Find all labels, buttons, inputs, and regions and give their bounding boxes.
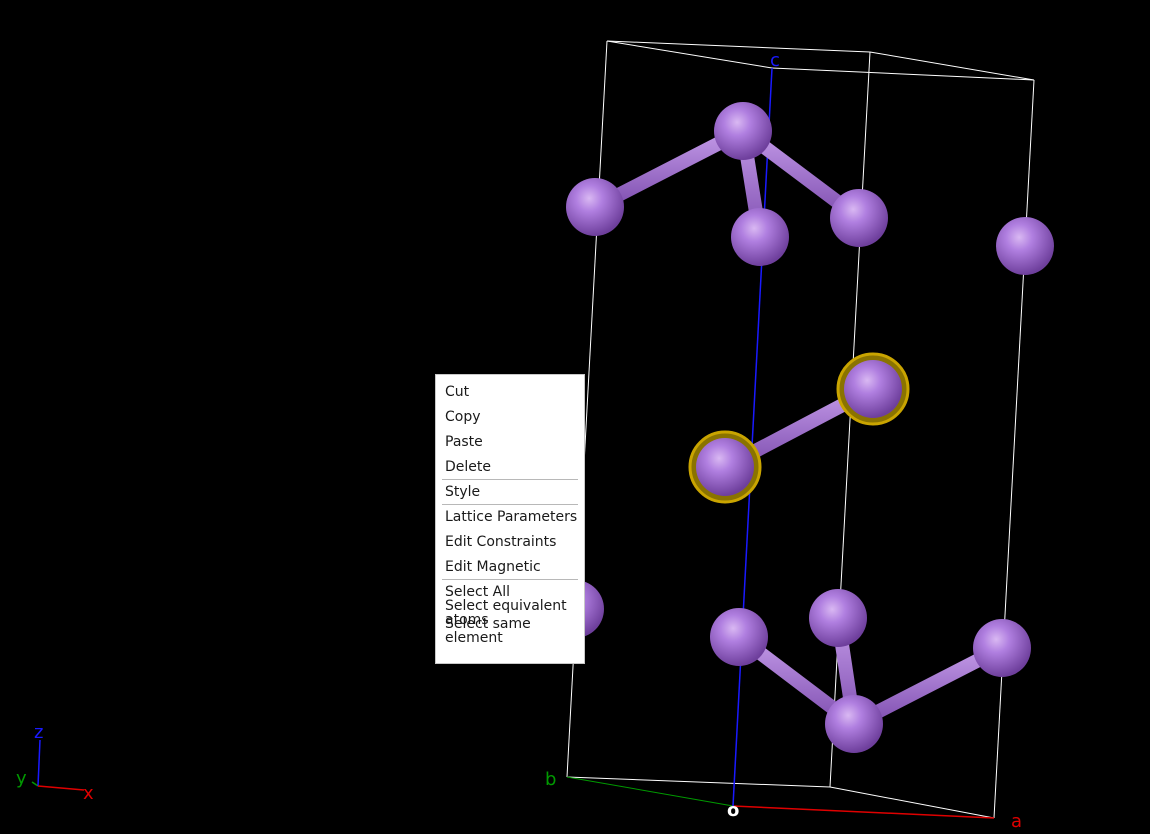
triad-z-label: z: [34, 722, 43, 743]
menu-item-select-same-element[interactable]: Select same element: [445, 616, 531, 646]
atom[interactable]: [710, 608, 768, 666]
atom[interactable]: [566, 178, 624, 236]
context-menu: Cut Copy Paste Delete Style Lattice Para…: [435, 374, 585, 664]
triad-x-line: [37, 785, 85, 791]
atom[interactable]: [714, 102, 772, 160]
cell-edge: [606, 40, 773, 69]
cell-edge: [869, 51, 1035, 81]
menu-item-edit-constraints[interactable]: Edit Constraints: [445, 534, 557, 550]
atom[interactable]: [996, 217, 1054, 275]
menu-item-delete[interactable]: Delete: [445, 459, 491, 475]
menu-item-edit-magnetic[interactable]: Edit Magnetic: [445, 559, 541, 575]
cell-edge: [829, 51, 871, 788]
menu-item-paste[interactable]: Paste: [445, 434, 483, 450]
menu-separator: [442, 579, 578, 580]
cell-edge: [606, 40, 871, 53]
menu-item-style[interactable]: Style: [445, 484, 481, 500]
atom[interactable]: [731, 208, 789, 266]
triad-x-label: x: [83, 783, 94, 804]
menu-item-lattice-parameters[interactable]: Lattice Parameters: [445, 509, 578, 525]
menu-item-select-equivalent-atoms[interactable]: Select equivalent atoms: [445, 598, 567, 628]
menu-separator: [442, 504, 578, 505]
a-axis-line: [732, 805, 995, 819]
triad-y-line: [31, 781, 39, 787]
triad-y-label: y: [16, 768, 27, 789]
atom[interactable]: [830, 189, 888, 247]
menu-item-select-all[interactable]: Select All: [445, 584, 510, 600]
orientation-triad: z y x: [16, 722, 94, 804]
menu-item-cut[interactable]: Cut: [445, 384, 470, 400]
c-axis-label: c: [770, 50, 780, 71]
unit-cell-edges: [566, 40, 1035, 819]
origin-label: o: [727, 800, 739, 821]
cell-edge: [566, 776, 831, 788]
triad-z-line: [37, 739, 41, 787]
cell-edge: [771, 67, 1035, 81]
menu-item-copy[interactable]: Copy: [445, 409, 481, 425]
cell-edge: [993, 79, 1035, 819]
a-axis-label: a: [1011, 811, 1022, 832]
atom-selected[interactable]: [696, 438, 754, 496]
b-axis-label: b: [545, 769, 556, 790]
atom[interactable]: [809, 589, 867, 647]
atom[interactable]: [825, 695, 883, 753]
cell-edge: [829, 786, 995, 819]
menu-separator: [442, 479, 578, 480]
atom[interactable]: [973, 619, 1031, 677]
bonds: [588, 124, 1009, 731]
b-axis-line: [566, 776, 734, 807]
c-axis-line: [732, 67, 773, 807]
atom-selected[interactable]: [844, 360, 902, 418]
